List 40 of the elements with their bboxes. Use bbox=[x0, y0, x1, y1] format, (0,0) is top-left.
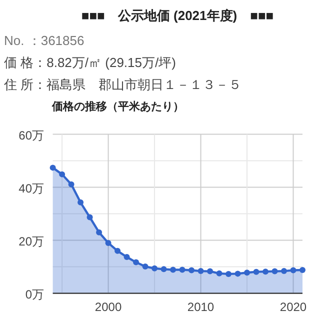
point bbox=[234, 270, 241, 277]
chart-subtitle: 価格の推移（平米あたり） bbox=[51, 100, 184, 113]
point bbox=[226, 270, 232, 277]
point bbox=[179, 266, 186, 273]
text: 住 所：福島県 郡山市朝日１－１３－５ bbox=[3, 77, 242, 92]
point bbox=[253, 268, 260, 275]
y-tick-label: 20万 bbox=[18, 234, 44, 248]
x-tick-label: 2000 bbox=[94, 300, 122, 314]
point bbox=[105, 240, 112, 246]
x-tick-label: 2020 bbox=[280, 300, 307, 314]
point bbox=[300, 266, 306, 273]
point bbox=[216, 270, 222, 276]
point bbox=[114, 248, 121, 254]
text: No. ：361856 bbox=[4, 33, 84, 48]
point bbox=[96, 229, 102, 236]
point bbox=[170, 266, 176, 273]
point bbox=[152, 265, 158, 272]
text: 価 格：8.82万/㎡ (29.15万/坪) bbox=[4, 55, 176, 70]
point bbox=[160, 266, 167, 272]
point bbox=[133, 259, 140, 266]
y-tick-label: 60万 bbox=[18, 128, 44, 142]
point bbox=[68, 181, 74, 188]
point bbox=[272, 268, 278, 274]
point bbox=[124, 254, 130, 260]
point bbox=[142, 264, 148, 270]
x-tick-label: 2010 bbox=[187, 300, 214, 314]
point bbox=[262, 268, 269, 275]
point bbox=[281, 268, 288, 274]
point bbox=[78, 199, 84, 206]
point bbox=[244, 270, 250, 276]
point bbox=[188, 267, 195, 274]
chart-title: ■■■ 公示地価 (2021年度) ■■■ bbox=[81, 8, 274, 23]
point bbox=[290, 267, 296, 274]
y-tick-label: 0万 bbox=[25, 287, 44, 302]
point bbox=[198, 268, 204, 274]
point bbox=[86, 214, 93, 220]
point bbox=[50, 164, 56, 171]
point bbox=[207, 268, 214, 274]
y-tick-label: 40万 bbox=[18, 181, 44, 196]
point bbox=[59, 171, 66, 178]
